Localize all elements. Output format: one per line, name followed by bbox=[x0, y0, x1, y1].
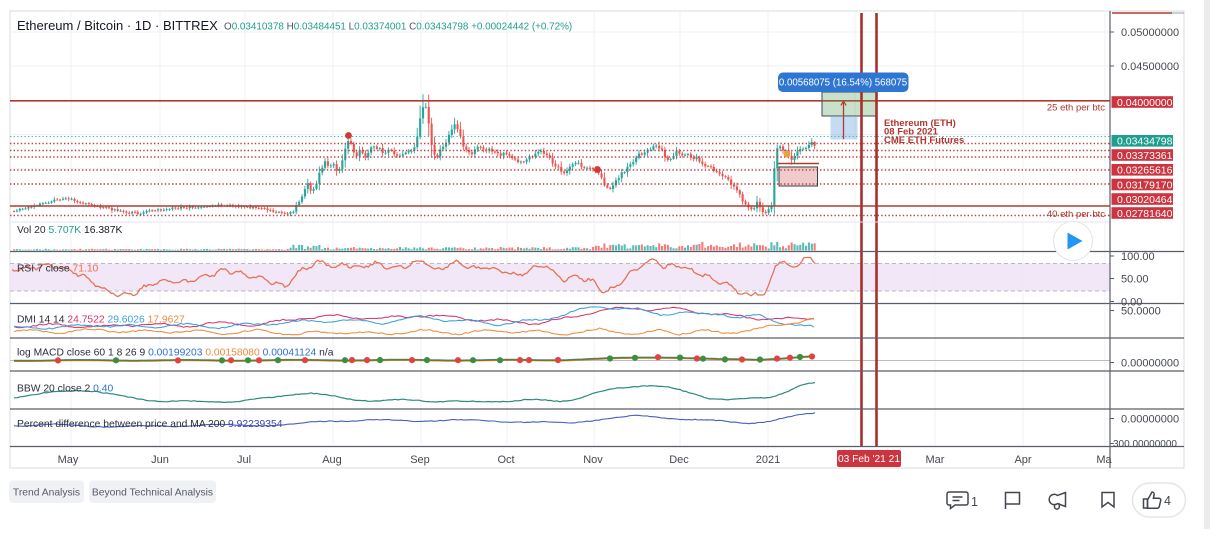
svg-text:Dec: Dec bbox=[669, 454, 689, 466]
svg-text:0.00000000: 0.00000000 bbox=[1121, 358, 1179, 370]
svg-text:Mar: Mar bbox=[926, 454, 945, 466]
svg-text:50.0000: 50.0000 bbox=[1121, 306, 1161, 318]
svg-text:May: May bbox=[58, 454, 79, 466]
svg-text:Sep: Sep bbox=[410, 454, 430, 466]
svg-text:Apr: Apr bbox=[1014, 454, 1031, 466]
svg-text:Ma: Ma bbox=[1096, 454, 1112, 466]
svg-text:25 eth per btc: 25 eth per btc bbox=[1047, 103, 1105, 114]
svg-text:0.02781640: 0.02781640 bbox=[1117, 208, 1173, 220]
svg-text:300.00000000: 300.00000000 bbox=[1113, 439, 1177, 450]
svg-text:CME ETH Futures: CME ETH Futures bbox=[884, 135, 964, 146]
svg-text:1: 1 bbox=[971, 495, 978, 509]
svg-text:Ethereum (ETH): Ethereum (ETH) bbox=[884, 118, 956, 129]
svg-text:0.03373361: 0.03373361 bbox=[1117, 150, 1173, 162]
svg-text:0.04000000: 0.04000000 bbox=[1117, 97, 1173, 109]
svg-text:4: 4 bbox=[1164, 494, 1171, 508]
svg-text:Beyond Technical Analysis: Beyond Technical Analysis bbox=[92, 488, 213, 499]
svg-text:Jun: Jun bbox=[151, 454, 169, 466]
svg-text:Aug: Aug bbox=[322, 454, 342, 466]
svg-text:03 Feb '21 21: 03 Feb '21 21 bbox=[838, 454, 900, 465]
svg-text:0.00568075 (16.54%) 568075: 0.00568075 (16.54%) 568075 bbox=[779, 77, 907, 88]
svg-text:0.03434798: 0.03434798 bbox=[1117, 136, 1173, 148]
svg-text:100.00: 100.00 bbox=[1121, 251, 1155, 263]
svg-text:Vol 20 5.707K 16.387K: Vol 20 5.707K 16.387K bbox=[17, 225, 122, 236]
svg-text:40 eth per btc: 40 eth per btc bbox=[1047, 209, 1105, 220]
svg-text:0.04500000: 0.04500000 bbox=[1121, 61, 1179, 73]
svg-text:Nov: Nov bbox=[583, 454, 603, 466]
svg-text:50.00: 50.00 bbox=[1121, 274, 1149, 286]
svg-text:DMI 14 14 24.7522 29.6026 17.9: DMI 14 14 24.7522 29.6026 17.9627 bbox=[17, 315, 185, 326]
svg-text:log MACD close 60 1 8 26 9 0.0: log MACD close 60 1 8 26 9 0.00199203 0.… bbox=[17, 348, 334, 359]
svg-text:0.00: 0.00 bbox=[1121, 297, 1142, 309]
svg-text:0.00000000: 0.00000000 bbox=[1121, 414, 1179, 426]
svg-text:0.03179170: 0.03179170 bbox=[1117, 179, 1173, 191]
svg-text:BBW 20 close 2 0.40: BBW 20 close 2 0.40 bbox=[17, 384, 113, 395]
svg-text:Percent difference between pri: Percent difference between price and MA … bbox=[17, 419, 283, 430]
svg-text:Ethereum / Bitcoin · 1D · BITT: Ethereum / Bitcoin · 1D · BITTREX bbox=[17, 18, 218, 33]
svg-text:2021: 2021 bbox=[756, 454, 780, 466]
svg-text:O0.03410378 H0.03484451 L0.033: O0.03410378 H0.03484451 L0.03374001 C0.0… bbox=[224, 22, 572, 33]
svg-text:0.03265616: 0.03265616 bbox=[1117, 165, 1173, 177]
svg-text:Trend Analysis: Trend Analysis bbox=[13, 488, 80, 499]
svg-text:0.03020464: 0.03020464 bbox=[1117, 194, 1173, 206]
svg-text:Jul: Jul bbox=[237, 454, 251, 466]
svg-text:Oct: Oct bbox=[497, 454, 514, 466]
svg-text:0.05000000: 0.05000000 bbox=[1121, 27, 1179, 39]
svg-text:RSI 7 close 71.10: RSI 7 close 71.10 bbox=[17, 264, 99, 275]
svg-text:08 Feb 2021: 08 Feb 2021 bbox=[884, 127, 939, 138]
